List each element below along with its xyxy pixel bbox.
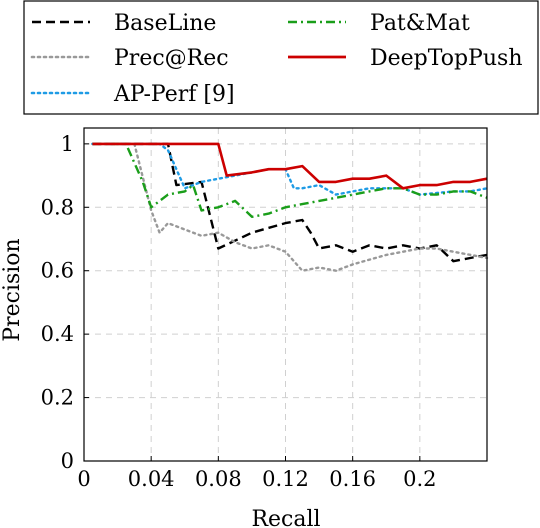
x-tick-label: 0.2 [403,467,436,491]
legend: BaseLine Prec@Rec AP-Perf [9] Pat&Mat DeepTo… [23,0,539,115]
y-tick-label: 0.2 [41,386,74,410]
ticks: 0 0.04 0.08 0.12 0.16 0.2 0 0.2 0.4 0.6 0.8 1 [41,132,437,491]
series-line-pat-mat [92,142,488,219]
x-tick-label: 0.04 [128,467,175,491]
y-tick-label: 0.4 [41,322,74,346]
y-tick-label: 1 [61,132,74,156]
legend-label-ap-perf-9: AP-Perf [9] [113,82,235,107]
grid [84,128,487,461]
series-line-ap-perf-9 [91,142,489,196]
x-tick-label: 0 [77,467,90,491]
series-line-prec-rec [91,142,489,272]
y-axis-label: Precision [0,238,25,341]
y-tick-label: 0.6 [41,259,74,283]
x-tick-label: 0.16 [329,467,376,491]
legend-label-baseline: BaseLine [114,11,216,36]
legend-label-prec-rec: Prec@Rec [114,46,229,71]
y-tick-label: 0 [61,449,74,473]
x-tick-label: 0.12 [262,467,309,491]
series-line-deeptoppush [92,142,488,190]
legend-label-deeptoppush: DeepTopPush [370,46,523,71]
legend-box [23,0,539,115]
legend-label-pat-mat: Pat&Mat [370,11,470,36]
series-layer [91,142,489,272]
x-tick-label: 0.08 [195,467,242,491]
series-line-baseline [92,142,488,263]
x-axis-label: Recall [251,507,320,528]
y-tick-label: 0.8 [41,195,74,219]
